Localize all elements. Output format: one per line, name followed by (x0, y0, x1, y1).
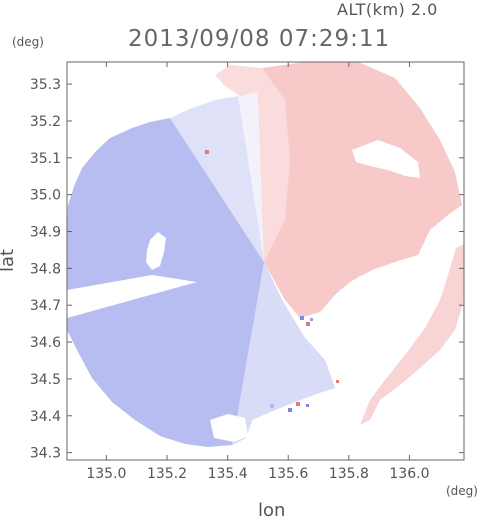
y-tick-label: 35.1 (30, 151, 61, 167)
y-tick-label: 34.5 (30, 372, 61, 388)
radar-echo-layer (67, 62, 464, 447)
y-tick-label: 34.8 (30, 261, 61, 277)
y-tick-label: 34.7 (30, 298, 61, 314)
scan-timestamp: 2013/09/08 07:29:11 (128, 26, 391, 52)
echo-gap-east (332, 275, 405, 352)
clutter-speckles (205, 150, 339, 412)
echo-region-north (170, 92, 268, 262)
y-tick-labels: 34.3 34.4 34.5 34.6 34.7 34.8 34.9 35.0 35.1 35.2… (30, 77, 61, 462)
x-tick-label: 135.4 (208, 466, 248, 482)
x-tick-labels: 135.0 135.2 135.4 135.6 135.8 136.0 (86, 466, 429, 482)
echo-region-northeast (215, 65, 290, 262)
x-tick-label: 135.0 (86, 466, 126, 482)
echo-region-south (232, 262, 335, 445)
y-tick-label: 34.4 (30, 409, 61, 425)
y-tick-label: 34.3 (30, 446, 61, 462)
echo-gap-northwest (67, 118, 115, 205)
axis-ticks (67, 62, 464, 460)
y-tick-label: 34.9 (30, 225, 61, 241)
echo-gap-northeast (352, 140, 420, 178)
x-tick-label: 136.0 (389, 466, 429, 482)
y-tick-label: 35.0 (30, 188, 61, 204)
y-tick-label: 35.2 (30, 114, 61, 130)
echo-gap-west-lake (146, 232, 166, 270)
echo-gap-south (210, 414, 248, 442)
x-axis-unit: (deg) (446, 484, 478, 498)
x-tick-label: 135.8 (329, 466, 369, 482)
x-tick-label: 135.2 (147, 466, 187, 482)
y-axis-unit: (deg) (12, 35, 44, 49)
x-axis-label: lon (258, 500, 286, 521)
echo-region-far-east (360, 244, 464, 425)
plot-frame (66, 61, 465, 461)
echo-region-east (255, 62, 462, 318)
y-tick-label: 35.3 (30, 77, 61, 93)
altitude-label: ALT(km) 2.0 (337, 0, 438, 19)
y-tick-label: 34.6 (30, 335, 61, 351)
x-tick-label: 135.6 (268, 466, 308, 482)
